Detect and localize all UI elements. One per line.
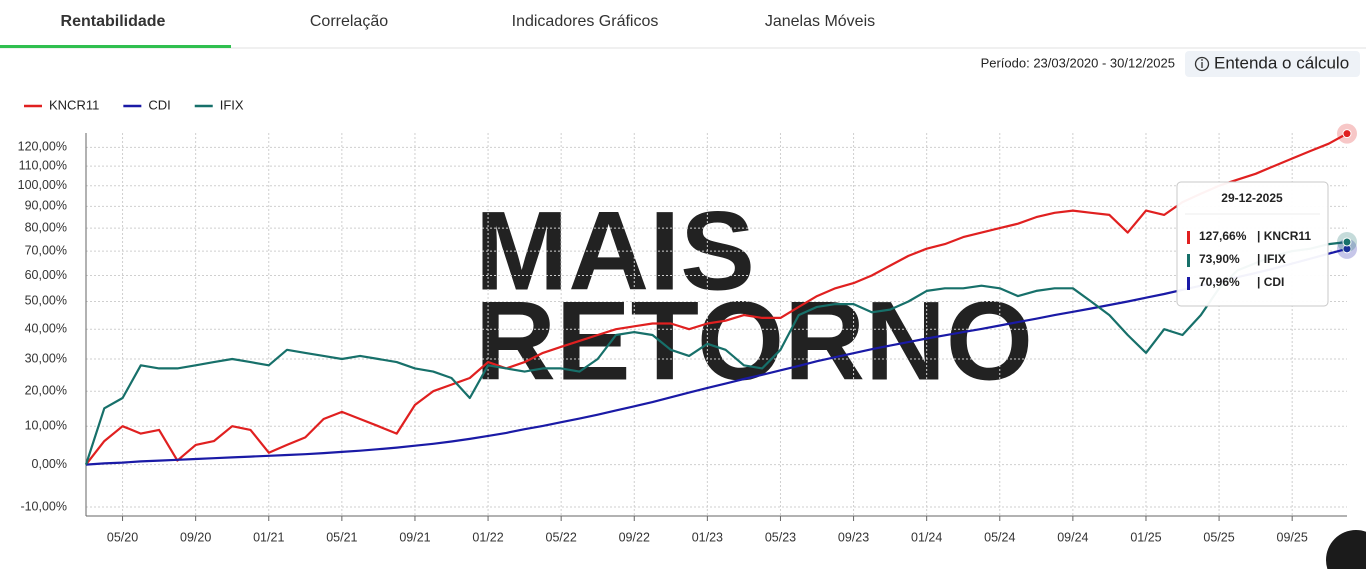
tab[interactable]: Indicadores Gráficos	[512, 13, 659, 30]
y-tick-label: 20,00%	[25, 384, 67, 398]
y-tick-label: 110,00%	[19, 158, 67, 172]
y-tick-label: 10,00%	[25, 419, 67, 433]
help-button[interactable]	[1185, 51, 1360, 77]
x-tick-label: 09/21	[399, 530, 430, 544]
x-tick-label: 09/23	[838, 530, 869, 544]
hover-point	[1342, 237, 1352, 247]
x-tick-label: 09/20	[180, 530, 211, 544]
tab[interactable]: Janelas Móveis	[765, 13, 875, 30]
tooltip-value: 73,90%	[1199, 252, 1240, 266]
tooltip-value: 70,96%	[1199, 275, 1240, 289]
x-tick-label: 05/20	[107, 530, 138, 544]
x-tick-label: 05/21	[326, 530, 357, 544]
legend-label: KNCR11	[49, 97, 99, 112]
watermark-text: RETORNO	[475, 279, 1033, 404]
y-tick-label: 50,00%	[25, 294, 67, 308]
legend-label: CDI	[148, 97, 170, 112]
watermark: MAIS RETORNO	[475, 189, 1033, 404]
y-tick-label: 70,00%	[25, 243, 67, 257]
y-tick-label: 30,00%	[25, 351, 67, 365]
tooltip	[1176, 181, 1329, 307]
tooltip-value: 127,66%	[1199, 229, 1247, 243]
x-tick-label: 01/23	[692, 530, 723, 544]
tooltip-swatch	[1187, 277, 1190, 290]
tooltip-swatch	[1187, 231, 1190, 244]
y-tick-label: 100,00%	[18, 178, 67, 192]
tooltip-label: | CDI	[1257, 275, 1284, 289]
info-icon	[1194, 56, 1210, 72]
x-tick-label: 09/22	[619, 530, 650, 544]
y-tick-label: 60,00%	[25, 268, 67, 282]
tooltip-label: | KNCR11	[1257, 229, 1311, 243]
y-tick-label: 80,00%	[25, 220, 67, 234]
x-tick-label: 01/24	[911, 530, 942, 544]
x-tick-label: 05/22	[546, 530, 577, 544]
x-tick-label: 05/25	[1203, 530, 1234, 544]
y-tick-label: 40,00%	[25, 322, 67, 336]
series-line	[85, 132, 1348, 466]
hover-point	[1342, 129, 1352, 139]
tab[interactable]: Rentabilidade	[61, 13, 166, 30]
legend-label: IFIX	[220, 97, 244, 112]
tab[interactable]: Correlação	[310, 13, 388, 30]
x-tick-label: 01/21	[253, 530, 284, 544]
tooltip-date: 29-12-2025	[1221, 191, 1283, 205]
y-tick-label: 90,00%	[25, 199, 67, 213]
x-tick-label: 05/23	[765, 530, 796, 544]
y-tick-label: 0,00%	[32, 457, 67, 471]
tooltip-swatch	[1187, 254, 1190, 267]
x-tick-label: 01/25	[1130, 530, 1161, 544]
x-tick-label: 09/24	[1057, 530, 1088, 544]
period: Período: 23/03/2020 - 30/12/2025	[981, 55, 1175, 70]
y-tick-label: -10,00%	[20, 499, 67, 513]
info-icon	[1201, 59, 1203, 61]
x-tick-label: 05/24	[984, 530, 1015, 544]
y-tick-label: 120,00%	[18, 140, 67, 154]
x-tick-label: 09/25	[1277, 530, 1308, 544]
series-line	[84, 240, 1348, 465]
tooltip-label: | IFIX	[1257, 252, 1286, 266]
active-tab-underline	[0, 45, 231, 48]
help-button-label[interactable]: Entenda o cálculo	[1214, 53, 1349, 72]
corner-badge[interactable]	[1326, 530, 1366, 569]
series-line	[85, 247, 1348, 466]
x-tick-label: 01/22	[472, 530, 503, 544]
